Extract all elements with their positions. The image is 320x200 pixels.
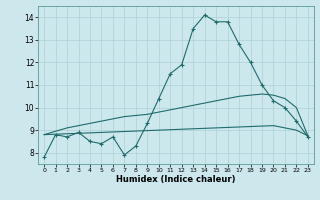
X-axis label: Humidex (Indice chaleur): Humidex (Indice chaleur) — [116, 175, 236, 184]
